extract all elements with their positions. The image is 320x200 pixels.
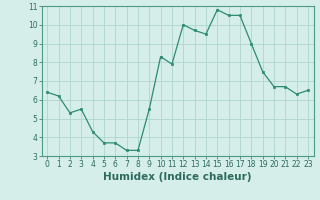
X-axis label: Humidex (Indice chaleur): Humidex (Indice chaleur) [103,172,252,182]
